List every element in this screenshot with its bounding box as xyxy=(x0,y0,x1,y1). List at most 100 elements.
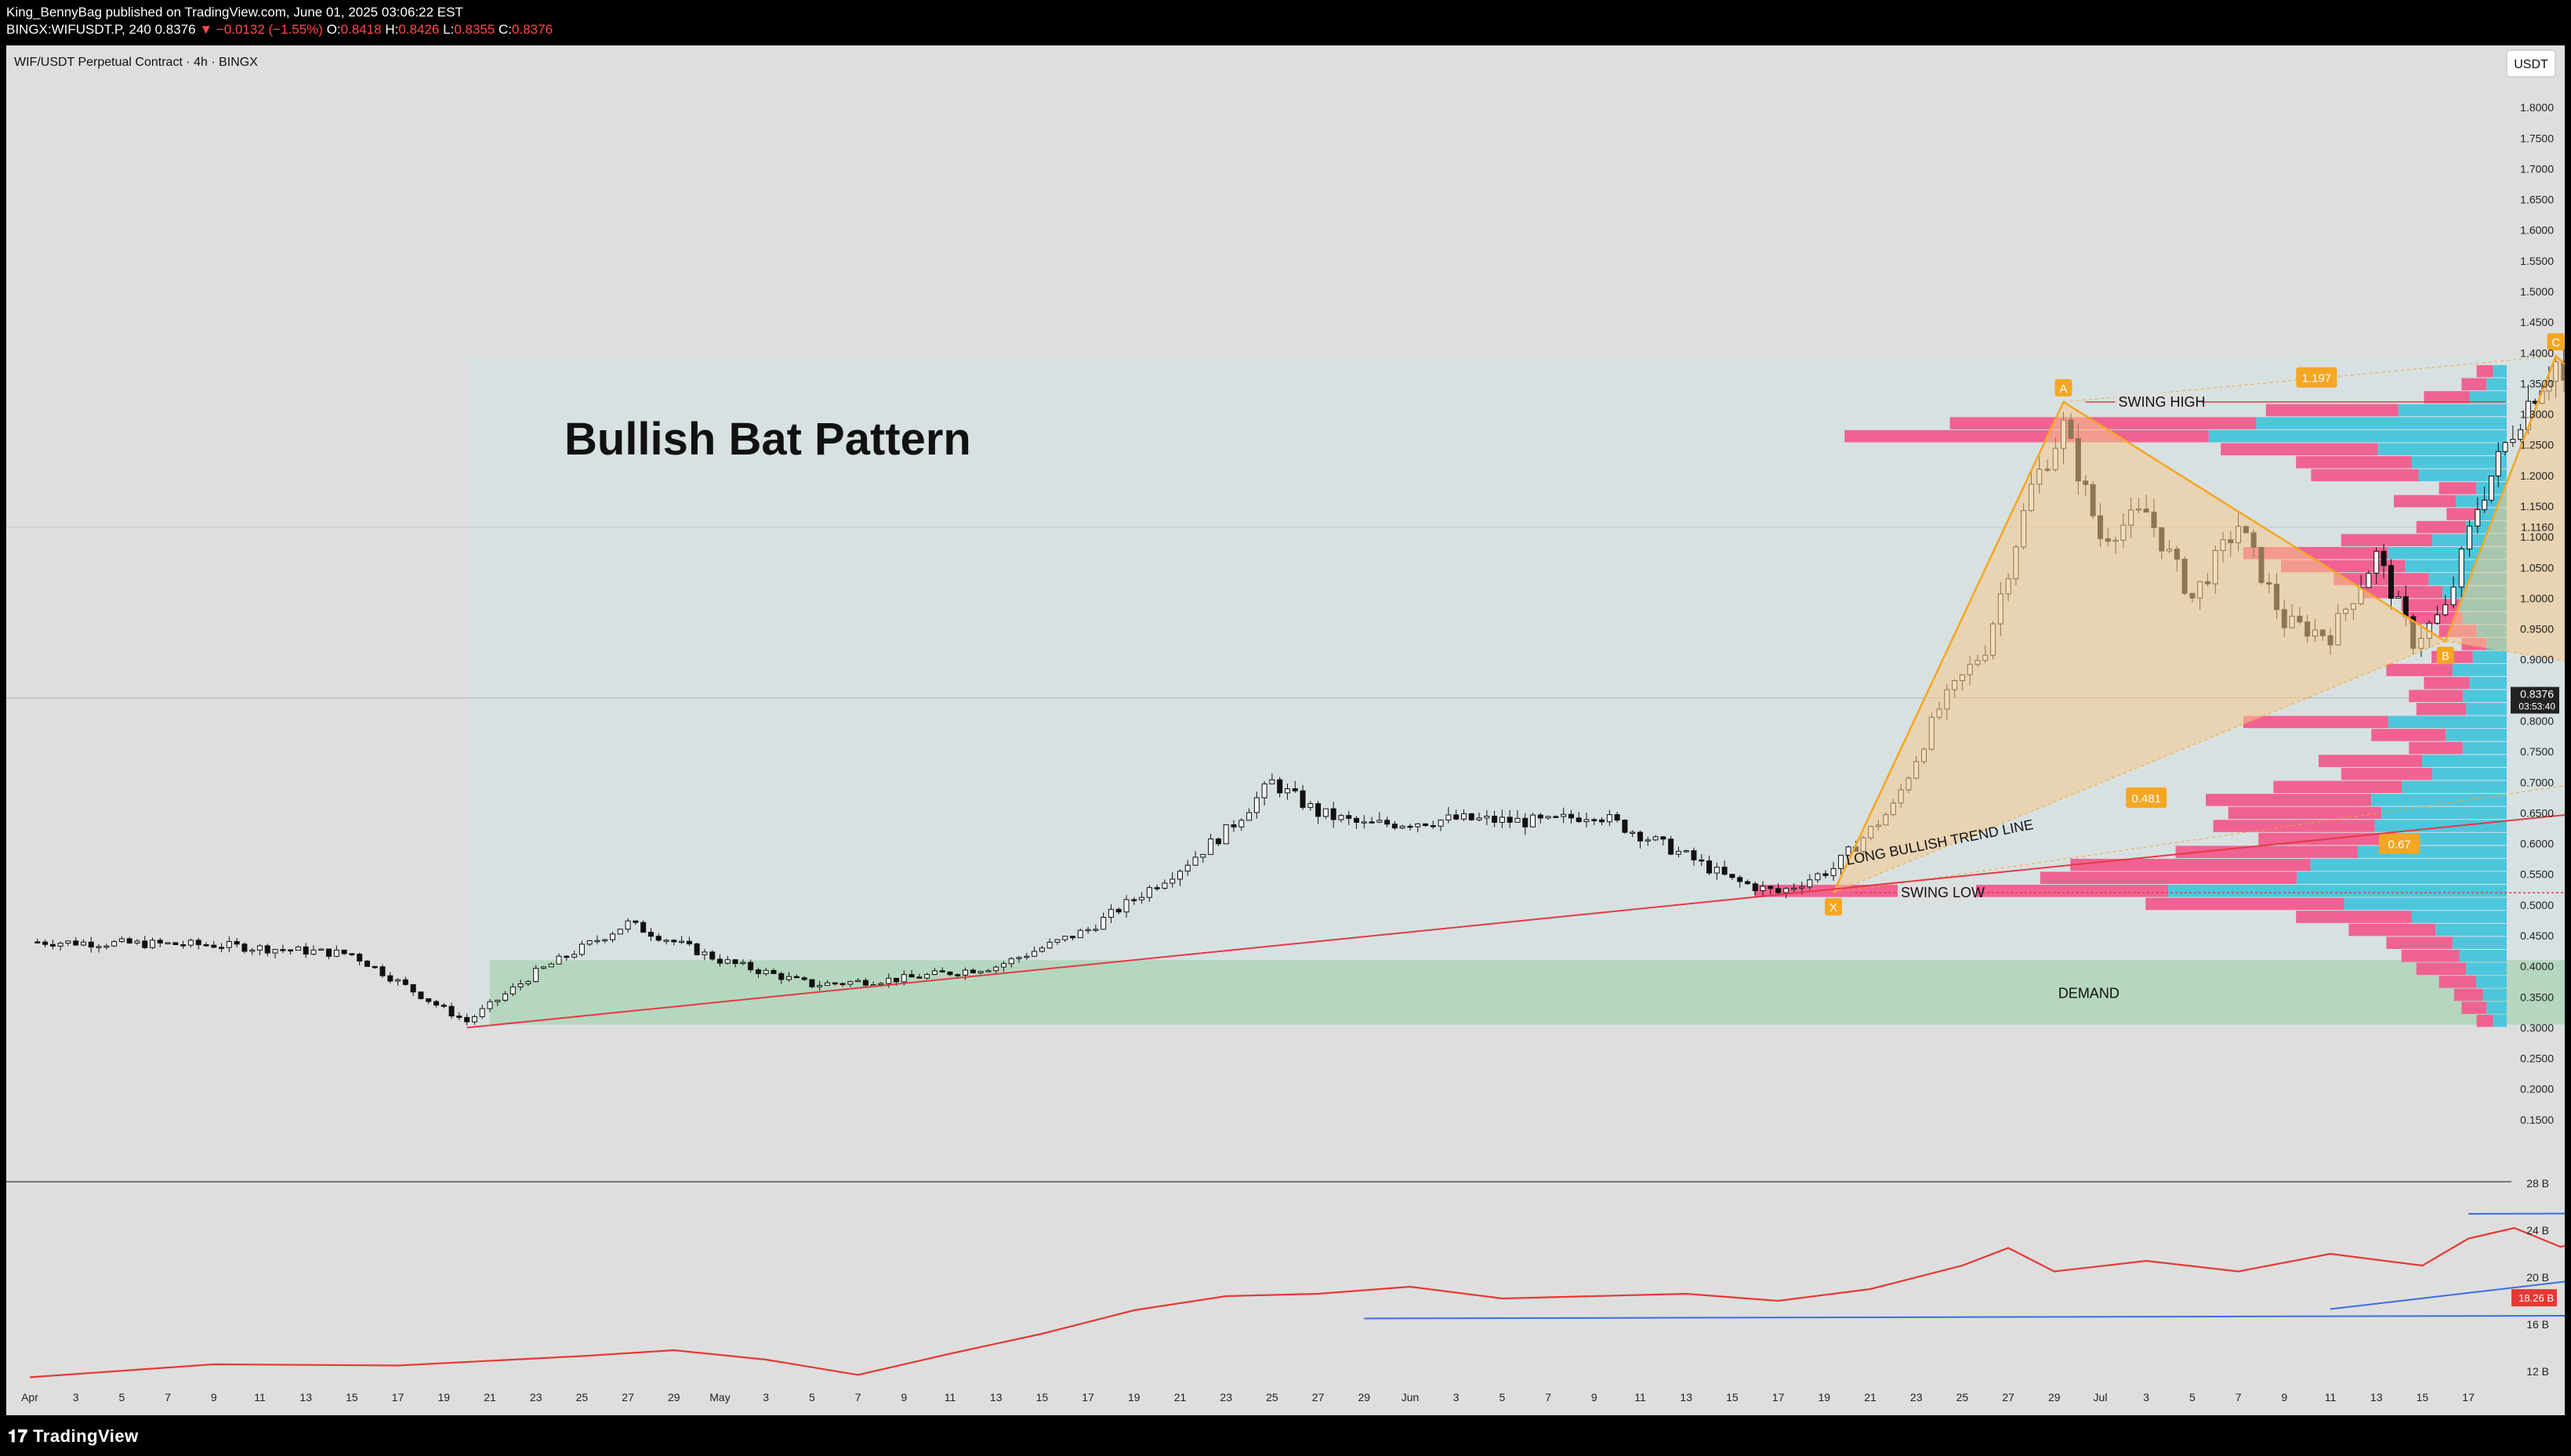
candle-body xyxy=(2366,572,2372,589)
candle-body xyxy=(57,943,63,947)
candle-body xyxy=(916,976,923,979)
price-axis-tick: 1.4500 xyxy=(2520,316,2554,328)
price-axis-tick: 1.7000 xyxy=(2520,162,2554,175)
chart-svg[interactable]: SUPPLYDEMANDFVGFVGLONG BULLISH TREND LIN… xyxy=(6,45,2571,1415)
obv-last-value: 18.26 B xyxy=(2518,1292,2554,1304)
candle-body xyxy=(1146,887,1152,898)
time-axis-tick: 23 xyxy=(530,1391,542,1403)
volume-profile-bar xyxy=(2381,806,2507,820)
volume-profile-bar xyxy=(2265,404,2399,417)
candle-body xyxy=(1729,874,1735,878)
volume-profile-bar xyxy=(2409,741,2463,755)
candle-body xyxy=(908,974,915,978)
candle-body xyxy=(564,955,570,958)
volume-profile-bar xyxy=(2452,936,2507,949)
candle-body xyxy=(1606,814,1612,823)
candle-body xyxy=(96,946,102,948)
time-axis-tick: 7 xyxy=(165,1391,171,1403)
candle-body xyxy=(1354,817,1360,823)
obv-axis-tick: 28 B xyxy=(2526,1177,2549,1190)
candle-body xyxy=(1614,814,1620,821)
pattern-triangle-bcd xyxy=(2445,356,2571,662)
candle-body xyxy=(1553,816,1559,818)
candle-body xyxy=(2442,604,2449,616)
candle-body xyxy=(1576,817,1582,822)
volume-profile-bar xyxy=(2070,858,2311,871)
candle-body xyxy=(763,969,769,974)
volume-profile-bar xyxy=(2422,755,2507,767)
volume-profile-bar xyxy=(2363,585,2442,599)
obv-line xyxy=(29,1226,2571,1378)
price-axis-tick: 1.4000 xyxy=(2520,346,2554,359)
candle-body xyxy=(1292,788,1298,791)
candle-body xyxy=(226,940,232,948)
candle-body xyxy=(1277,779,1283,794)
candle-body xyxy=(694,943,700,955)
candle-body xyxy=(1706,860,1713,874)
candle-body xyxy=(372,965,378,969)
volume-profile-bar xyxy=(2341,534,2432,547)
candle-body xyxy=(195,940,201,945)
candle-body xyxy=(426,998,432,1002)
volume-profile-bar xyxy=(2344,897,2507,911)
candle-body xyxy=(318,948,325,951)
candle-body xyxy=(73,940,79,946)
volume-profile-bar xyxy=(2145,897,2344,911)
price-axis-tick: 1.8000 xyxy=(2520,101,2554,114)
time-axis-tick: 5 xyxy=(119,1391,125,1403)
candle-body xyxy=(2450,586,2457,606)
candle-body xyxy=(1391,824,1398,829)
volume-profile-bar xyxy=(2297,871,2507,885)
obv-axis-tick: 12 B xyxy=(2526,1365,2549,1378)
candle-body xyxy=(1039,947,1045,952)
candle-body xyxy=(633,920,639,923)
time-axis-tick: 3 xyxy=(73,1391,79,1403)
candle-body xyxy=(924,974,930,979)
candle-body xyxy=(341,949,347,954)
time-axis-tick: 23 xyxy=(1220,1391,1232,1403)
candle-body xyxy=(1016,957,1022,959)
price-axis-tick: 0.1500 xyxy=(2520,1114,2554,1126)
candle-body xyxy=(724,959,731,964)
time-axis-tick: 3 xyxy=(1453,1391,1460,1403)
candle-body xyxy=(617,929,623,935)
candle-body xyxy=(433,1001,440,1006)
candle-body xyxy=(2475,509,2481,527)
candle-body xyxy=(1430,825,1436,828)
candle-body xyxy=(395,979,401,982)
candle-body xyxy=(602,939,608,942)
time-axis-tick: 27 xyxy=(2002,1391,2014,1403)
time-axis-tick: 23 xyxy=(1910,1391,1923,1403)
pattern-ratio-badge xyxy=(2126,787,2167,808)
candle-body xyxy=(1108,908,1114,918)
candle-body xyxy=(1376,820,1383,823)
time-axis-tick: 19 xyxy=(1128,1391,1140,1403)
candle-body xyxy=(333,949,339,957)
candle-body xyxy=(1561,813,1567,817)
pattern-point-a xyxy=(2054,378,2072,397)
volume-profile-bar xyxy=(2424,676,2470,690)
currency-badge[interactable]: USDT xyxy=(2506,49,2556,78)
time-axis-tick: 29 xyxy=(2048,1391,2061,1403)
volume-profile-bar xyxy=(2311,469,2419,482)
candle-body xyxy=(1537,814,1543,819)
candle-body xyxy=(65,940,71,944)
candle-body xyxy=(1830,867,1837,876)
chart-canvas[interactable]: SUPPLYDEMANDFVGFVGLONG BULLISH TREND LIN… xyxy=(6,45,2571,1415)
time-axis-tick: 27 xyxy=(1312,1391,1325,1403)
time-axis-tick: 3 xyxy=(2143,1391,2149,1403)
time-axis-tick: 29 xyxy=(668,1391,680,1403)
time-axis-tick: 5 xyxy=(1499,1391,1506,1403)
volume-profile-bar xyxy=(2439,482,2477,494)
pattern-title: Bullish Bat Pattern xyxy=(564,414,971,465)
candle-body xyxy=(594,940,600,943)
candle-body xyxy=(1476,817,1482,820)
price-axis-tick: 1.1000 xyxy=(2520,531,2554,543)
candle-body xyxy=(234,940,240,945)
candle-body xyxy=(1101,917,1107,930)
candle-body xyxy=(525,981,531,984)
volume-profile-bar xyxy=(2493,1014,2507,1027)
volume-profile-bar xyxy=(2435,923,2507,936)
candle-body xyxy=(939,970,945,972)
candle-body xyxy=(118,938,125,943)
